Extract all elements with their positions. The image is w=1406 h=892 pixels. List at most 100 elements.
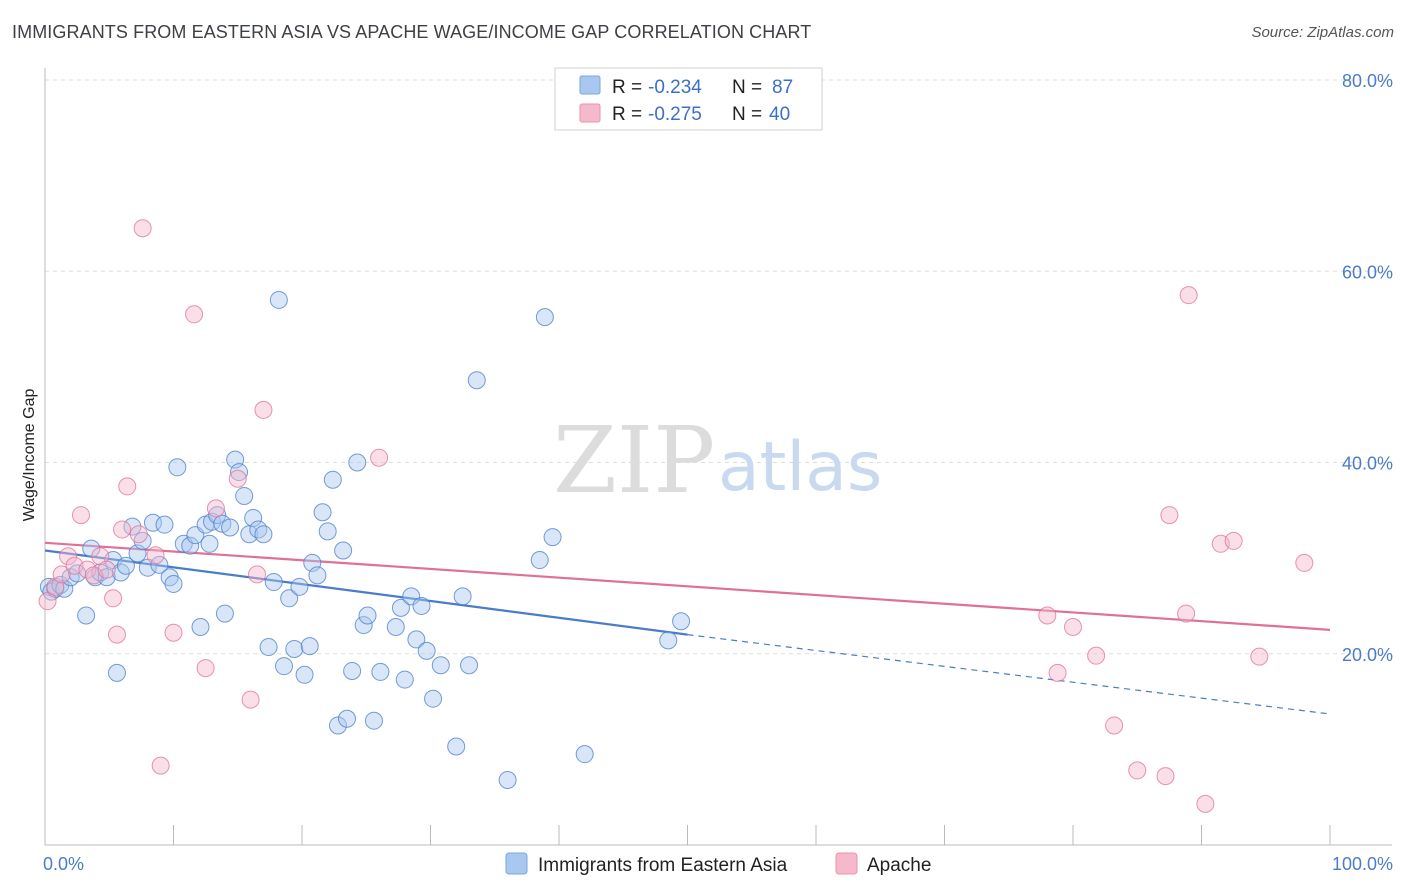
point-eastern-asia: [391, 598, 410, 617]
point-apache: [1038, 606, 1057, 625]
point-apache: [248, 565, 267, 584]
point-eastern-asia: [323, 470, 342, 489]
y-tick-label: 80.0%: [1342, 71, 1393, 91]
trend-line-apache: [44, 541, 1331, 631]
y-axis-label: Wage/Income Gap: [21, 389, 38, 522]
point-eastern-asia: [107, 663, 126, 682]
trend-lines: [44, 541, 1331, 715]
point-apache: [107, 625, 126, 644]
point-eastern-asia: [244, 508, 263, 527]
chart-title: IMMIGRANTS FROM EASTERN ASIA VS APACHE W…: [12, 22, 812, 42]
legend-r-label: R =: [612, 77, 642, 98]
point-eastern-asia: [364, 711, 383, 730]
point-eastern-asia: [39, 577, 58, 596]
point-eastern-asia: [164, 574, 183, 593]
point-eastern-asia: [328, 716, 347, 735]
gridlines: [45, 79, 1392, 655]
legend-swatch-eastern-asia: [579, 75, 601, 95]
series-legend-swatch-eastern-asia: [505, 852, 528, 875]
trend-line-extension-eastern-asia: [687, 634, 1331, 715]
point-apache: [1177, 604, 1196, 623]
point-eastern-asia: [123, 517, 142, 536]
point-apache: [129, 525, 148, 544]
x-tick-label: 100.0%: [1332, 854, 1393, 874]
point-eastern-asia: [82, 539, 101, 558]
point-eastern-asia: [412, 596, 431, 615]
point-eastern-asia: [295, 665, 314, 684]
point-apache: [196, 659, 215, 678]
point-apache: [185, 305, 204, 324]
point-eastern-asia: [249, 520, 268, 539]
point-apache: [1048, 663, 1067, 682]
point-apache: [59, 547, 78, 566]
point-apache: [1160, 506, 1179, 525]
point-eastern-asia: [407, 630, 426, 649]
point-eastern-asia: [116, 556, 135, 575]
point-eastern-asia: [358, 606, 377, 625]
point-eastern-asia: [386, 617, 405, 636]
point-apache: [1064, 617, 1082, 636]
point-apache: [228, 469, 247, 488]
point-eastern-asia: [354, 616, 373, 635]
point-eastern-asia: [460, 656, 479, 675]
point-eastern-asia: [431, 656, 450, 675]
point-eastern-asia: [371, 662, 390, 681]
point-apache: [113, 520, 132, 539]
point-eastern-asia: [535, 308, 554, 327]
point-apache: [164, 623, 183, 642]
point-eastern-asia: [672, 612, 691, 631]
point-eastern-asia: [155, 515, 174, 534]
point-eastern-asia: [285, 639, 304, 658]
legend-r-value: -0.234: [648, 77, 702, 98]
series-legend: Immigrants from Eastern Asia Apache: [505, 852, 931, 876]
point-eastern-asia: [264, 573, 283, 592]
point-eastern-asia: [254, 525, 273, 544]
point-eastern-asia: [543, 528, 562, 547]
point-eastern-asia: [290, 577, 309, 596]
point-eastern-asia: [530, 551, 549, 570]
point-apache: [1156, 767, 1175, 786]
legend-n-value: 40: [769, 104, 790, 125]
point-apache: [52, 565, 71, 584]
point-eastern-asia: [308, 566, 327, 585]
x-tick-labels: 0.0% 100.0%: [43, 854, 1393, 874]
point-eastern-asia: [575, 745, 594, 764]
point-eastern-asia: [259, 638, 278, 657]
point-apache: [254, 400, 273, 419]
point-apache: [1250, 647, 1269, 666]
point-eastern-asia: [467, 371, 486, 390]
point-apache: [118, 477, 137, 496]
y-tick-labels: 20.0% 40.0% 60.0% 80.0%: [1342, 71, 1393, 665]
point-eastern-asia: [300, 637, 319, 656]
point-eastern-asia: [348, 453, 367, 472]
series-legend-label-eastern-asia: Immigrants from Eastern Asia: [538, 855, 788, 876]
y-tick-label: 40.0%: [1342, 454, 1393, 474]
point-apache: [370, 448, 389, 467]
point-eastern-asia: [318, 522, 337, 541]
point-eastern-asia: [395, 670, 414, 689]
point-apache: [97, 560, 116, 579]
watermark-atlas: atlas: [718, 428, 882, 507]
stats-legend: R = -0.234 N = 87 R = -0.275 N = 40: [554, 67, 823, 131]
point-eastern-asia: [313, 503, 332, 522]
data-points: [38, 219, 1314, 813]
axes: [44, 68, 1392, 846]
point-eastern-asia: [191, 617, 210, 636]
point-eastern-asia: [343, 661, 362, 680]
point-eastern-asia: [208, 506, 227, 525]
point-apache: [241, 690, 260, 709]
watermark-zip: ZIP: [553, 407, 715, 514]
point-apache: [1224, 531, 1243, 550]
point-eastern-asia: [235, 486, 254, 505]
watermark: ZIP atlas: [553, 407, 882, 514]
point-apache: [1196, 794, 1215, 813]
source-note: Source: ZipAtlas.com: [1251, 24, 1394, 41]
point-apache: [1179, 286, 1198, 305]
point-apache: [1105, 716, 1124, 735]
point-eastern-asia: [417, 641, 436, 660]
point-apache: [104, 589, 123, 608]
point-eastern-asia: [453, 587, 472, 606]
point-eastern-asia: [55, 579, 74, 598]
point-apache: [206, 499, 225, 518]
